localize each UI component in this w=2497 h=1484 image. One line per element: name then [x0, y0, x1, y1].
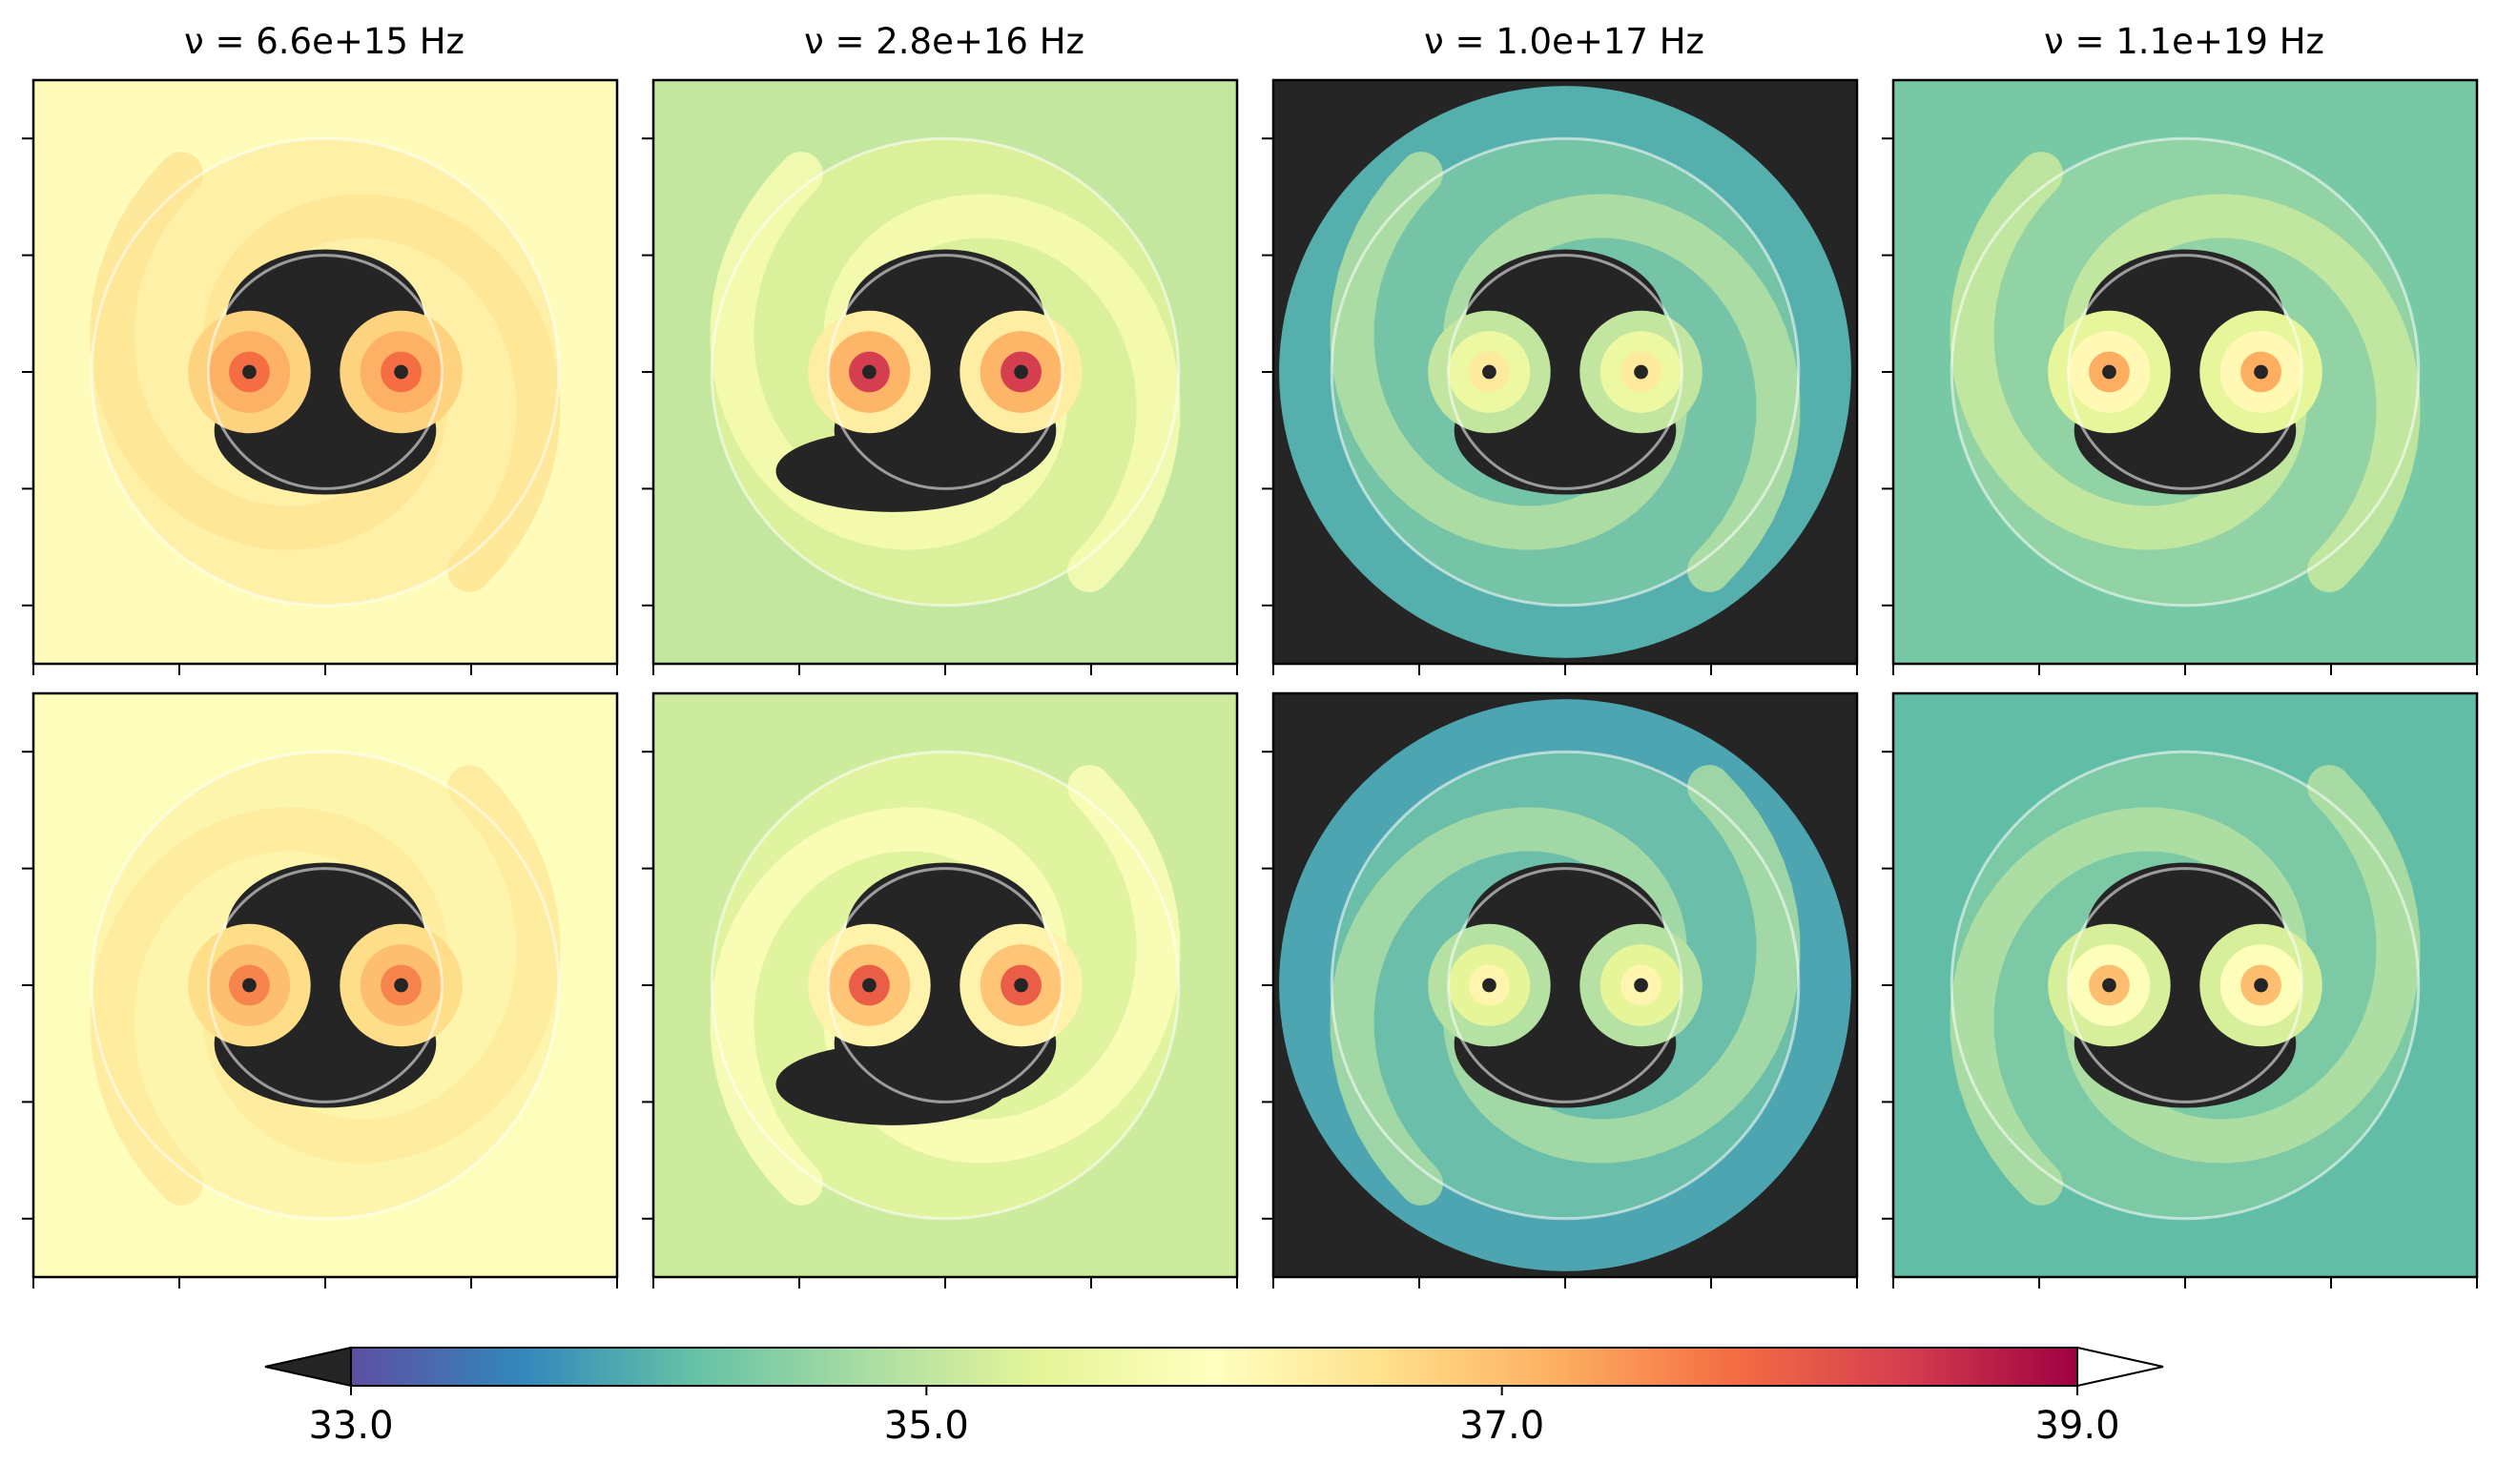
colorbar-over-extension — [2076, 1346, 2164, 1388]
panel-image — [1893, 80, 2477, 664]
black-hole-marker — [1634, 364, 1648, 380]
black-hole-marker — [1482, 978, 1496, 993]
column-title-3: ν = 1.0e+17 Hz — [1424, 21, 1704, 62]
panel-image — [1273, 80, 1857, 664]
colorbar-tick-label: 39.0 — [2034, 1404, 2119, 1448]
column-title-2: ν = 2.8e+16 Hz — [804, 21, 1084, 62]
black-hole-marker — [2102, 364, 2116, 380]
black-hole-marker — [2254, 364, 2268, 380]
panel-r2-c2 — [642, 691, 1239, 1288]
black-hole-marker — [1014, 364, 1028, 380]
reference-circle-outer — [1330, 136, 1801, 608]
center-marker — [1560, 367, 1570, 377]
black-hole-marker — [2102, 978, 2116, 993]
black-hole-marker — [394, 978, 408, 993]
black-hole-marker — [862, 364, 877, 380]
center-marker — [2180, 367, 2190, 377]
colorbar-tick-label: 35.0 — [884, 1404, 969, 1448]
black-hole-marker — [862, 978, 877, 993]
cavity-extension — [775, 430, 1010, 512]
reference-circle-inner — [207, 867, 444, 1103]
panel-grid — [22, 78, 2479, 1288]
panel-r1-c1 — [22, 78, 619, 675]
center-marker — [1560, 980, 1570, 990]
reference-circle-inner — [207, 254, 444, 490]
colorbar-ticks: 33.0 35.0 37.0 39.0 — [308, 1386, 2120, 1448]
reference-circle-inner — [2067, 254, 2303, 490]
panel-image — [1893, 693, 2477, 1277]
panel-r1-c4 — [1882, 78, 2479, 675]
colorbar-tick-label: 33.0 — [308, 1404, 393, 1448]
reference-circle-outer — [90, 136, 561, 608]
column-title-4: ν = 1.1e+19 Hz — [2044, 21, 2324, 62]
black-hole-marker — [1014, 978, 1028, 993]
center-marker — [940, 367, 950, 377]
center-marker — [320, 367, 330, 377]
center-marker — [940, 980, 950, 990]
black-hole-marker — [2254, 978, 2268, 993]
reference-circle-outer — [710, 136, 1181, 608]
black-hole-marker — [1482, 364, 1496, 380]
colorbar-gradient — [350, 1347, 2078, 1387]
panel-r2-c3 — [1262, 691, 1859, 1288]
cavity-extension — [775, 1043, 1010, 1125]
panel-image — [653, 693, 1237, 1277]
center-marker — [2180, 980, 2190, 990]
black-hole-marker — [242, 978, 257, 993]
black-hole-marker — [394, 364, 408, 380]
reference-circle-outer — [1950, 136, 2421, 608]
black-hole-marker — [1634, 978, 1648, 993]
panel-image — [1273, 693, 1857, 1277]
reference-circle-inner — [827, 254, 1063, 490]
reference-circle-inner — [2067, 867, 2303, 1103]
colorbar-under-extension — [264, 1346, 352, 1388]
reference-circle-inner — [827, 867, 1063, 1103]
colorbar: 33.0 35.0 37.0 39.0 — [264, 1346, 2164, 1448]
reference-circle-outer — [710, 750, 1181, 1221]
panel-r1-c2 — [642, 78, 1239, 675]
black-hole-marker — [242, 364, 257, 380]
reference-circle-inner — [1447, 254, 1683, 490]
column-titles: ν = 6.6e+15 Hz ν = 2.8e+16 Hz ν = 1.0e+1… — [184, 21, 2324, 62]
center-marker — [320, 980, 330, 990]
column-title-1: ν = 6.6e+15 Hz — [184, 21, 464, 62]
panel-image — [653, 80, 1237, 664]
panel-image — [33, 80, 617, 664]
panel-r2-c1 — [22, 691, 619, 1288]
panel-r2-c4 — [1882, 691, 2479, 1288]
reference-circle-outer — [1330, 750, 1801, 1221]
panel-r1-c3 — [1262, 78, 1859, 675]
reference-circle-outer — [1950, 750, 2421, 1221]
colorbar-tick-label: 37.0 — [1459, 1404, 1544, 1448]
panel-image — [33, 693, 617, 1277]
reference-circle-outer — [90, 750, 561, 1221]
reference-circle-inner — [1447, 867, 1683, 1103]
